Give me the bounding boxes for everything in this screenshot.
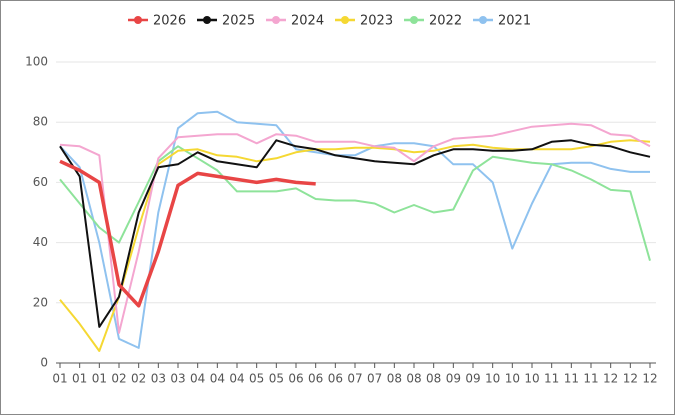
legend-label: 2024 [291, 14, 324, 29]
y-tick-label: 60 [33, 175, 48, 189]
x-tick-label: 03 [151, 372, 166, 386]
legend-label: 2026 [153, 14, 186, 29]
x-tick-label: 03 [170, 372, 185, 386]
x-tick-label: 12 [642, 372, 657, 386]
x-tick-label: 05 [269, 372, 284, 386]
x-tick-label: 09 [465, 372, 480, 386]
legend-label: 2021 [498, 14, 531, 29]
x-tick-label: 09 [446, 372, 461, 386]
x-tick-label: 02 [111, 372, 126, 386]
legend-marker [272, 16, 280, 24]
y-tick-label: 100 [25, 55, 48, 69]
series-line [59, 122, 651, 334]
x-tick-label: 11 [544, 372, 559, 386]
x-tick-label: 01 [92, 372, 107, 386]
legend-label: 2023 [360, 14, 393, 29]
x-tick-label: 04 [190, 372, 205, 386]
x-tick-label: 10 [524, 372, 539, 386]
x-tick-label: 08 [406, 372, 421, 386]
legend-label: 2025 [222, 14, 255, 29]
x-tick-label: 07 [367, 372, 382, 386]
x-tick-label: 10 [505, 372, 520, 386]
y-tick-label: 80 [33, 115, 48, 129]
x-tick-label: 05 [249, 372, 264, 386]
x-tick-label: 01 [52, 372, 67, 386]
x-tick-label: 02 [131, 372, 146, 386]
series-line [59, 159, 316, 308]
x-tick-label: 11 [583, 372, 598, 386]
legend-marker [203, 16, 211, 24]
legend-marker [134, 16, 142, 24]
x-tick-label: 01 [72, 372, 87, 386]
legend-marker [410, 16, 418, 24]
y-tick-label: 40 [33, 235, 48, 249]
x-tick-label: 08 [426, 372, 441, 386]
x-tick-label: 04 [210, 372, 225, 386]
x-tick-label: 12 [623, 372, 638, 386]
x-tick-label: 08 [387, 372, 402, 386]
x-tick-label: 06 [328, 372, 343, 386]
series-line [59, 139, 651, 352]
x-tick-label: 07 [347, 372, 362, 386]
legend: 2026 2025 2024 2023 2022 2021 [128, 14, 531, 29]
legend-label: 2022 [429, 14, 462, 29]
legend-marker [479, 16, 487, 24]
x-tick-label: 04 [229, 372, 244, 386]
legend-marker [341, 16, 349, 24]
x-tick-label: 12 [603, 372, 618, 386]
y-tick-label: 20 [33, 295, 48, 309]
x-tick-label: 06 [288, 372, 303, 386]
series-line [59, 139, 651, 328]
x-tick-label: 10 [485, 372, 500, 386]
x-tick-label: 06 [308, 372, 323, 386]
y-tick-label: 0 [40, 356, 48, 370]
x-tick-label: 11 [564, 372, 579, 386]
